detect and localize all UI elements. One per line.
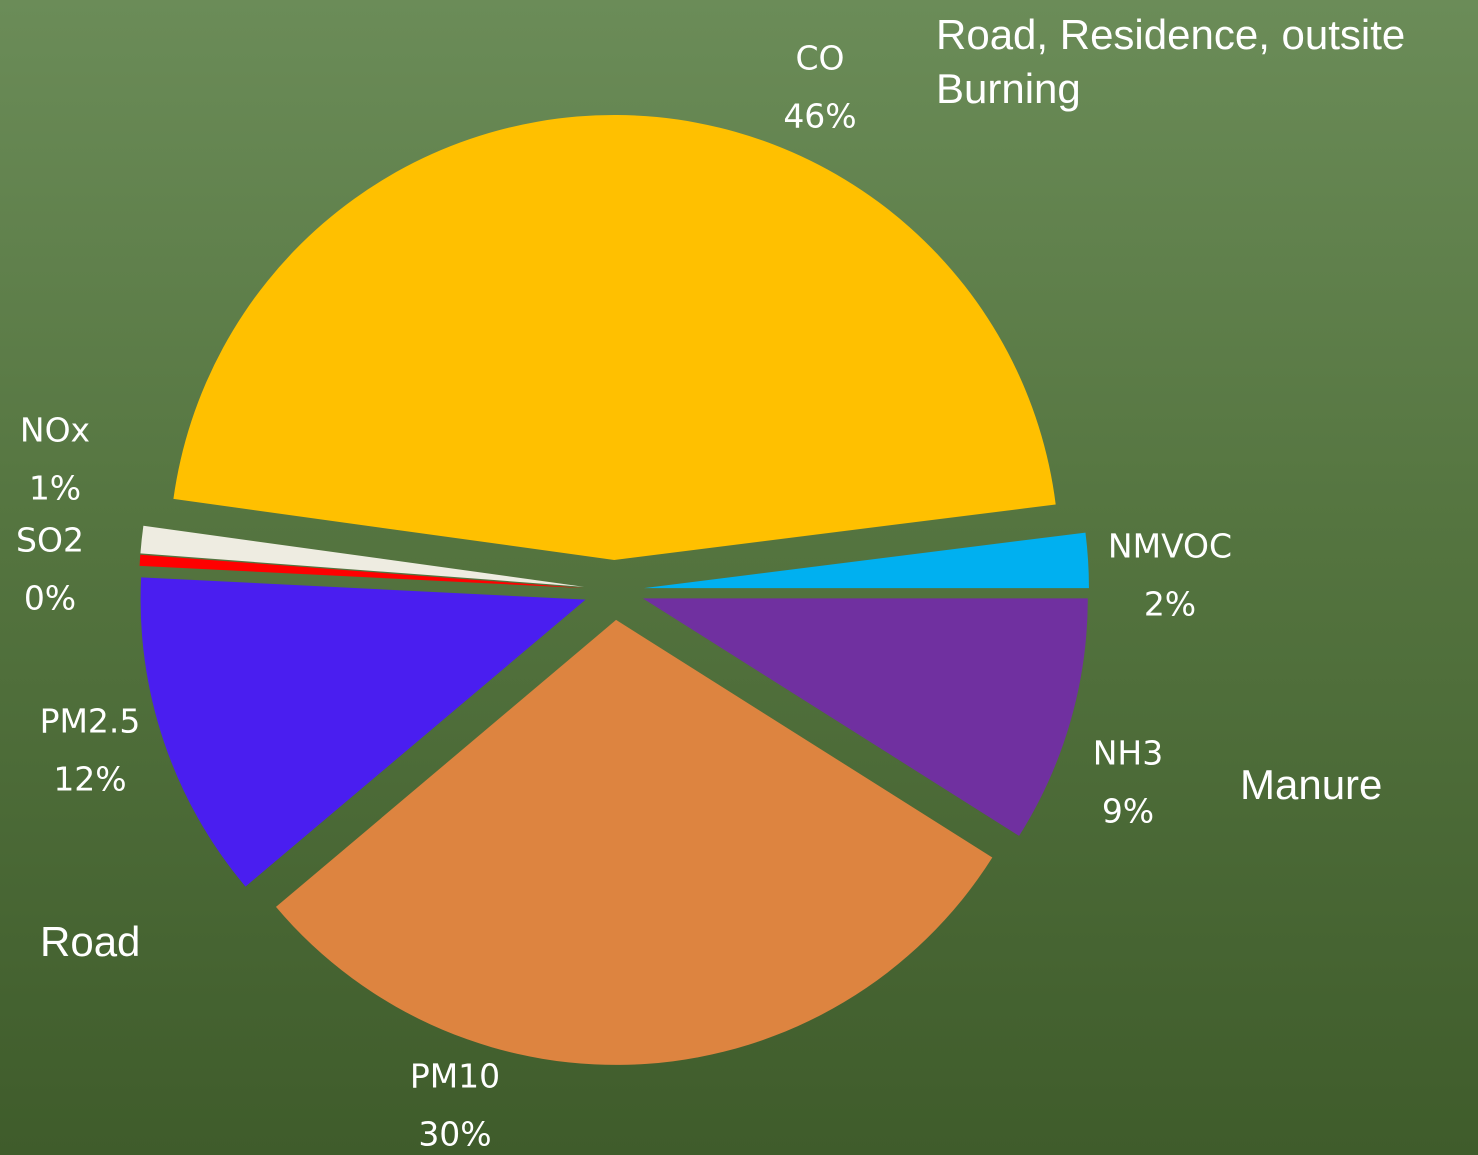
data-label-value: 0% xyxy=(24,579,76,618)
annotation: Road, Residence, outsite xyxy=(936,11,1405,58)
page: CO 46% NMVOC 2% NH3 9% PM10 30% PM2.5 12% SO2 0% NOx… xyxy=(0,0,1478,1155)
annotation: Burning xyxy=(936,65,1081,112)
annotation: Road xyxy=(40,918,140,965)
data-label-category: NH3 xyxy=(1093,734,1164,773)
data-label-value: 2% xyxy=(1144,585,1196,624)
data-label-category: CO xyxy=(795,39,844,78)
data-label-value: 9% xyxy=(1102,792,1154,831)
chart: CO 46% NMVOC 2% NH3 9% PM10 30% PM2.5 12% SO2 0% NOx… xyxy=(0,0,1478,1155)
data-label-value: 12% xyxy=(53,760,126,799)
data-label-category: PM10 xyxy=(410,1057,500,1096)
data-label-category: NMVOC xyxy=(1108,527,1232,566)
data-label-value: 30% xyxy=(418,1115,491,1154)
data-label-value: 1% xyxy=(29,469,81,508)
data-label-category: PM2.5 xyxy=(40,702,141,741)
data-label-category: NOx xyxy=(20,411,90,450)
data-label-category: SO2 xyxy=(16,521,84,560)
annotation: Manure xyxy=(1240,761,1382,808)
data-label-value: 46% xyxy=(783,97,856,136)
